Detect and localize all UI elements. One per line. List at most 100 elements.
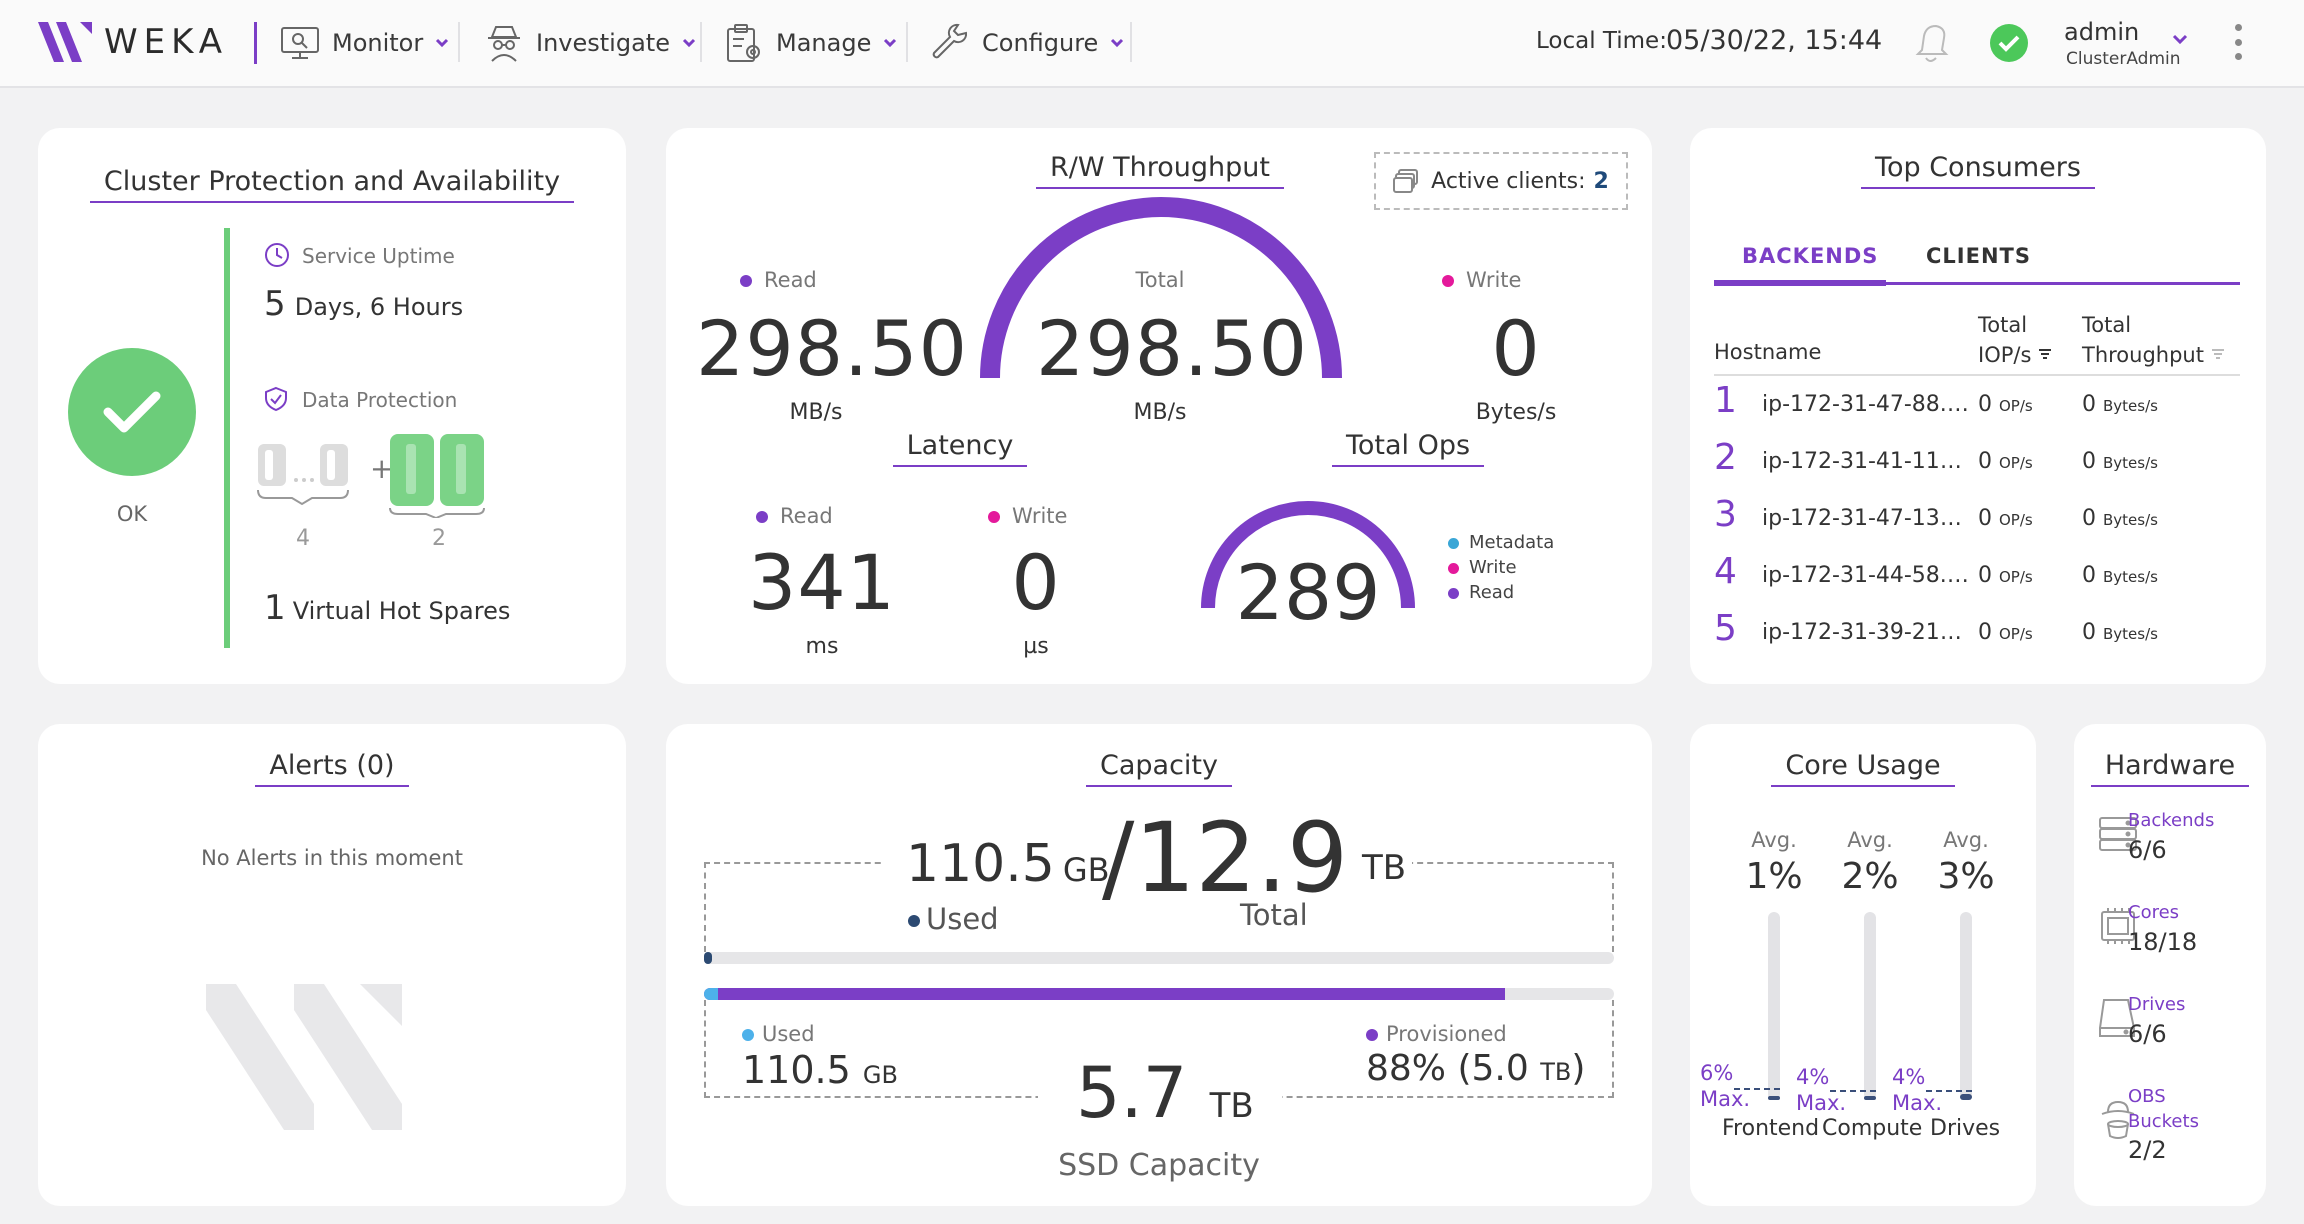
legend-write: Write bbox=[1448, 557, 1517, 578]
core-frontend-bar bbox=[1768, 912, 1780, 1100]
used-capacity-label: Used bbox=[908, 902, 999, 936]
total-capacity-used-fill bbox=[704, 952, 712, 964]
row-iops: 0 OP/s bbox=[1978, 620, 2033, 645]
row-rank: 1 bbox=[1714, 380, 1737, 421]
hardware-cores-label: Cores bbox=[2128, 902, 2180, 923]
total-capacity-unit: TB bbox=[1362, 848, 1407, 888]
throughput-card: R/W Throughput Active clients: 2 Read 29… bbox=[666, 128, 1652, 684]
nav-investigate-label: Investigate bbox=[536, 29, 670, 57]
row-hostname[interactable]: ip-172-31-44-58.s... bbox=[1762, 563, 1974, 588]
hardware-obs-label: OBS Buckets bbox=[2128, 1086, 2199, 1132]
shield-icon bbox=[265, 386, 287, 412]
write-throughput-value: 0 bbox=[1491, 304, 1541, 393]
monitor-icon bbox=[281, 27, 319, 59]
ssd-provisioned-fill bbox=[704, 988, 1505, 1000]
read-throughput-value: 298.50 bbox=[696, 304, 968, 393]
alerts-title[interactable]: Alerts (0) bbox=[38, 750, 626, 787]
active-clients-box[interactable]: Active clients: 2 bbox=[1374, 152, 1628, 210]
ssd-capacity-value: 5.7 TB bbox=[1076, 1052, 1254, 1134]
nav-manage[interactable]: Manage bbox=[724, 20, 897, 66]
nav-divider bbox=[700, 22, 702, 62]
uptime-value: 5 Days, 6 Hours bbox=[264, 284, 464, 324]
row-hostname[interactable]: ip-172-31-41-117.... bbox=[1762, 449, 1974, 474]
row-iops: 0 OP/s bbox=[1978, 392, 2033, 417]
tab-backends[interactable]: BACKENDS bbox=[1742, 244, 1879, 268]
core-drives-max: 4% Max. bbox=[1892, 1065, 1943, 1115]
ssd-used-fill bbox=[704, 988, 718, 1000]
active-tab-indicator bbox=[1714, 280, 1886, 286]
nav-monitor[interactable]: Monitor bbox=[280, 20, 449, 66]
nav-investigate[interactable]: Investigate bbox=[484, 20, 696, 66]
cluster-status-ok-icon[interactable] bbox=[1990, 24, 2028, 62]
row-iops: 0 OP/s bbox=[1978, 563, 2033, 588]
hot-spares: 1 Virtual Hot Spares bbox=[264, 588, 511, 628]
protection-ok-icon bbox=[68, 348, 196, 476]
core-compute-avg: Avg. 2% bbox=[1841, 828, 1899, 897]
legend-read: Read bbox=[1448, 582, 1514, 603]
weka-logo[interactable]: WEKA bbox=[38, 22, 228, 62]
nav-manage-label: Manage bbox=[776, 29, 872, 57]
total-throughput-unit: MB/s bbox=[1133, 400, 1187, 425]
latency-read-unit: ms bbox=[805, 634, 839, 659]
col-throughput[interactable]: Total Throughput bbox=[2082, 310, 2225, 370]
nav-configure[interactable]: Configure bbox=[930, 20, 1124, 66]
core-compute-max: 4% Max. bbox=[1796, 1065, 1847, 1115]
row-throughput: 0 Bytes/s bbox=[2082, 392, 2158, 417]
clients-stack-icon bbox=[1393, 169, 1419, 193]
row-iops: 0 OP/s bbox=[1978, 506, 2033, 531]
more-options-icon[interactable] bbox=[2232, 24, 2244, 60]
col-hostname[interactable]: Hostname bbox=[1714, 340, 1822, 364]
latency-read-label: Read bbox=[756, 504, 833, 528]
core-frontend-fill bbox=[1768, 1096, 1780, 1100]
row-hostname[interactable]: ip-172-31-47-139.... bbox=[1762, 506, 1974, 531]
hardware-drives-value: 6/6 bbox=[2128, 1020, 2167, 1048]
hardware-card: Hardware Backends 6/6 Cores 18/18 Drives… bbox=[2074, 724, 2266, 1206]
row-hostname[interactable]: ip-172-31-39-214.... bbox=[1762, 620, 1974, 645]
total-capacity-bar bbox=[704, 952, 1614, 964]
chevron-down-icon bbox=[884, 38, 897, 48]
top-consumers-card: Top Consumers BACKENDS CLIENTS Hostname … bbox=[1690, 128, 2266, 684]
total-ops-gauge bbox=[1201, 501, 1415, 609]
hardware-backends-label: Backends bbox=[2128, 810, 2215, 831]
throughput-title: R/W Throughput bbox=[1036, 152, 1284, 189]
alerts-empty-text: No Alerts in this moment bbox=[201, 846, 463, 870]
tab-clients[interactable]: CLIENTS bbox=[1926, 244, 2031, 268]
capacity-card: Capacity 110.5 GB /12.9 TB Used Total Use… bbox=[666, 724, 1652, 1206]
row-throughput: 0 Bytes/s bbox=[2082, 506, 2158, 531]
core-drives-avg: Avg. 3% bbox=[1937, 828, 1995, 897]
sort-filter-icon[interactable] bbox=[2211, 348, 2225, 362]
user-name[interactable]: admin bbox=[2064, 18, 2140, 46]
core-compute-label: Compute bbox=[1822, 1116, 1923, 1141]
core-compute-bar bbox=[1864, 912, 1876, 1100]
legend-metadata: Metadata bbox=[1448, 532, 1554, 553]
row-iops: 0 OP/s bbox=[1978, 449, 2033, 474]
ssd-capacity-bar bbox=[704, 988, 1614, 1000]
total-ops-value: 289 bbox=[1235, 548, 1381, 637]
data-protection-label: Data Protection bbox=[302, 388, 458, 412]
card-title: Cluster Protection and Availability bbox=[38, 166, 626, 203]
nav-monitor-label: Monitor bbox=[332, 29, 424, 57]
clock-icon bbox=[265, 243, 289, 267]
ssd-used-value: 110.5 GB bbox=[742, 1048, 898, 1092]
bell-icon[interactable] bbox=[1908, 20, 1954, 66]
sort-filter-icon[interactable] bbox=[2038, 348, 2052, 362]
used-capacity-value: 110.5 GB bbox=[906, 834, 1110, 894]
bucket-icon bbox=[2101, 1100, 2135, 1139]
col-iops[interactable]: Total IOP/s bbox=[1978, 310, 2052, 370]
top-bar: WEKA Monitor Investigate Manage bbox=[0, 0, 2304, 88]
local-time-value: 05/30/22, 15:44 bbox=[1666, 25, 1883, 56]
row-hostname[interactable]: ip-172-31-47-88.s... bbox=[1762, 392, 1974, 417]
hardware-obs-value: 2/2 bbox=[2128, 1136, 2167, 1164]
stripe-diagram: + bbox=[257, 434, 485, 518]
user-menu-chevron-icon[interactable] bbox=[2172, 34, 2188, 46]
provisioned-label: Provisioned bbox=[1366, 1022, 1507, 1046]
core-usage-card: Core Usage Avg. 1% Avg. 2% Avg. 3% 6% Max. 4… bbox=[1690, 724, 2036, 1206]
write-throughput-unit: Bytes/s bbox=[1475, 400, 1557, 425]
chevron-down-icon bbox=[682, 38, 696, 48]
nav-configure-label: Configure bbox=[982, 29, 1099, 57]
read-throughput-label: Read bbox=[740, 268, 817, 292]
hardware-title: Hardware bbox=[2074, 750, 2266, 787]
active-clients-value: 2 bbox=[1593, 168, 1609, 194]
ssd-used-label: Used bbox=[742, 1022, 815, 1046]
core-frontend-max-line bbox=[1734, 1088, 1780, 1090]
